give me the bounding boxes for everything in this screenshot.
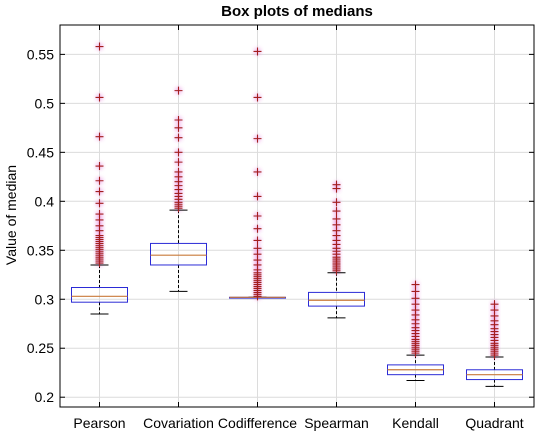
box-iqr — [71, 287, 128, 303]
outlier-point — [95, 132, 104, 141]
outlier-point — [174, 86, 183, 95]
plot-frame — [59, 24, 535, 408]
y-axis-label: Value of median — [3, 164, 19, 266]
box-group-kendall — [387, 280, 444, 382]
outlier-point — [332, 207, 341, 216]
outlier-point — [95, 42, 104, 51]
outlier-point — [174, 116, 183, 125]
box-group-pearson — [71, 42, 128, 315]
box-group-covariation — [150, 86, 207, 292]
outlier-point — [95, 187, 104, 196]
x-tick-label: Spearman — [304, 415, 369, 431]
x-tick-label: Pearson — [73, 415, 125, 431]
outlier-point — [253, 212, 262, 220]
box-plots — [71, 42, 523, 387]
outlier-point — [411, 280, 420, 289]
outlier-point — [174, 167, 183, 176]
axes: 0.2 0.25 0.3 0.35 0.4 0.45 0.5 0.55 Pearson Covar… — [27, 24, 535, 431]
y-tick-label: 0.35 — [27, 242, 54, 258]
y-tick-label: 0.2 — [35, 389, 55, 405]
outlier-point — [253, 244, 262, 253]
box-iqr — [150, 242, 207, 266]
outlier-point — [253, 167, 262, 176]
outlier-point — [174, 133, 183, 142]
outlier-point — [332, 214, 341, 223]
x-tick-label: Quadrant — [465, 415, 523, 431]
outlier-point — [253, 224, 262, 233]
y-tick-label: 0.5 — [35, 95, 55, 111]
x-tick-label: Codifference — [218, 415, 297, 431]
x-tick-label: Kendall — [392, 415, 439, 431]
box-iqr — [308, 291, 365, 307]
outlier-point — [174, 123, 183, 132]
outlier-point — [95, 199, 104, 208]
outlier-point — [174, 148, 183, 157]
outlier-point — [95, 176, 104, 185]
grid-lines — [60, 25, 534, 407]
box-group-spearman — [308, 180, 365, 319]
outlier-point — [332, 180, 341, 189]
outlier-point — [253, 93, 262, 102]
x-tick-label: Covariation — [143, 415, 214, 431]
box-group-quadrant — [466, 300, 523, 387]
outlier-point — [332, 198, 341, 207]
outlier-point — [95, 162, 104, 171]
y-tick-label: 0.3 — [35, 291, 55, 307]
chart-title: Box plots of medians — [221, 3, 373, 20]
y-tick-label: 0.55 — [27, 46, 54, 62]
outlier-point — [253, 47, 262, 56]
outlier-point — [411, 287, 420, 296]
outlier-point — [411, 294, 420, 303]
outlier-point — [490, 300, 499, 309]
outlier-point — [95, 93, 104, 102]
y-tick-label: 0.45 — [27, 144, 54, 160]
outlier-point — [174, 158, 183, 167]
y-tick-label: 0.4 — [35, 193, 55, 209]
outlier-point — [95, 210, 104, 219]
y-tick-label: 0.25 — [27, 340, 54, 356]
outlier-point — [253, 192, 262, 201]
outlier-point — [253, 134, 262, 143]
outlier-point — [253, 236, 262, 245]
box-group-codifference — [229, 47, 286, 301]
